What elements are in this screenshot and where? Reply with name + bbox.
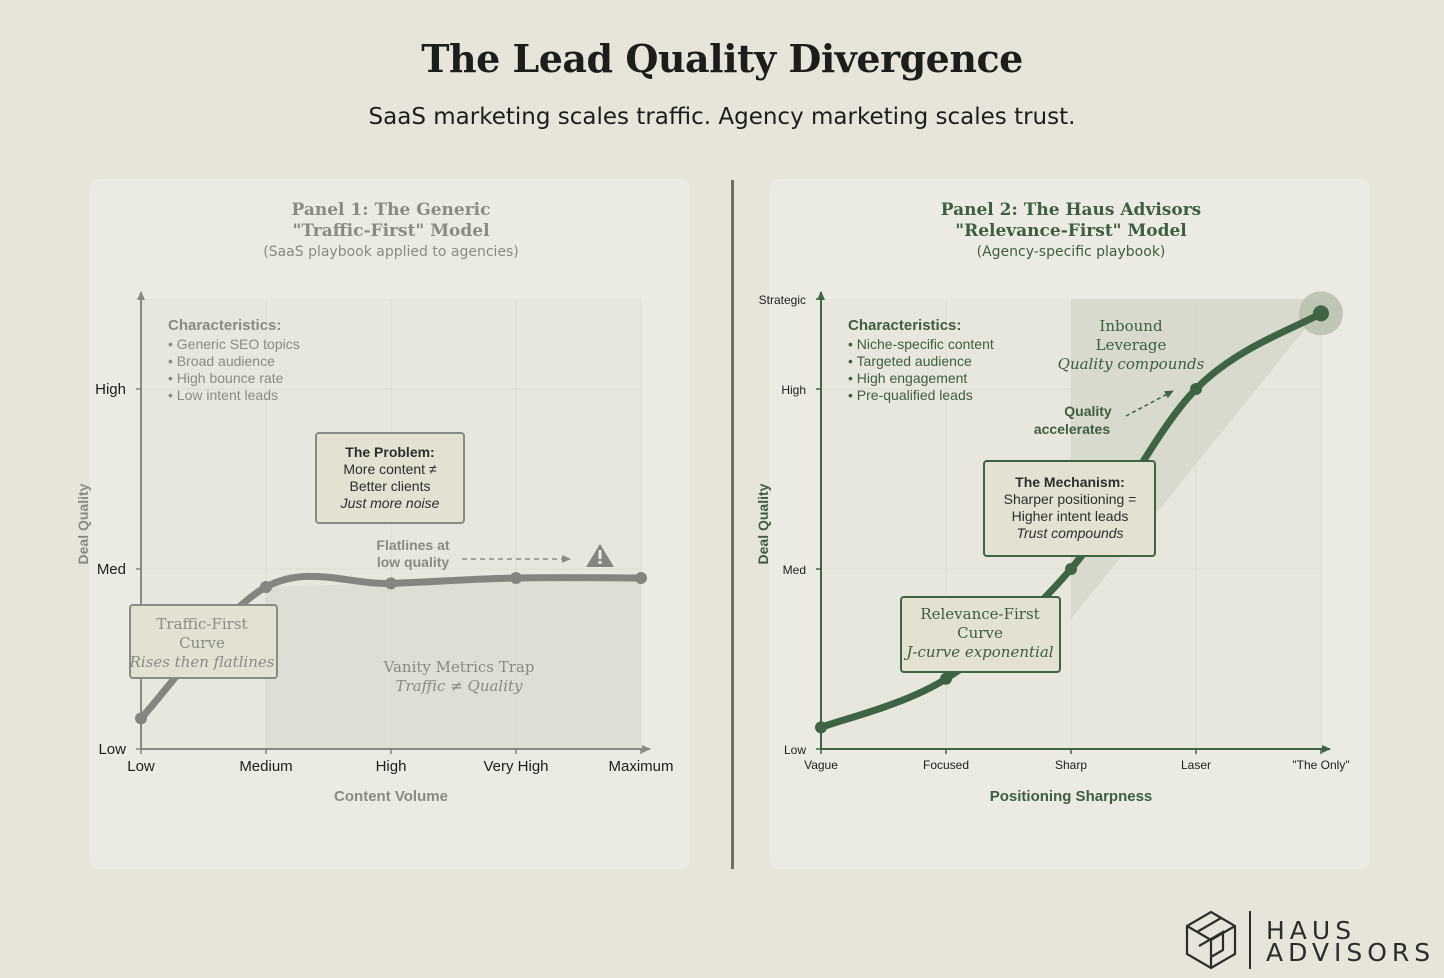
data-point (940, 672, 952, 685)
brand-line2: ADVISORS (1266, 938, 1436, 967)
brand-line1: HAUS (1266, 916, 1357, 945)
characteristic-item: • Pre-qualified leads (848, 387, 973, 403)
problem-line: More content ≠ (343, 461, 437, 477)
y-tick-label: Low (784, 743, 806, 757)
traffic-first-curve-label: Traffic-First Curve Rises then flatlines (129, 604, 278, 679)
x-tick-label: Sharp (1055, 758, 1087, 772)
characteristic-item: • Niche-specific content (848, 336, 994, 352)
accel-note-line2: accelerates (1034, 421, 1111, 437)
inbound-label-line3: Quality compounds (1058, 355, 1205, 373)
curve-label-line: Relevance-First (920, 605, 1039, 623)
data-point (135, 712, 147, 725)
inbound-label-line2: Leverage (1096, 336, 1167, 354)
y-tick-labels-1: Low Med High (95, 381, 141, 758)
accel-arrow (1125, 390, 1174, 417)
mechanism-line: Trust compounds (1016, 525, 1123, 541)
logo-separator (1249, 911, 1251, 969)
panel1-title-line1: Panel 1: The Generic (292, 200, 491, 220)
chart-1: Panel 1: The Generic "Traffic-First" Mod… (75, 200, 674, 805)
y-tick-label: Med (97, 561, 126, 578)
curve-label-line: Rises then flatlines (129, 653, 275, 671)
y-tick-label: High (95, 381, 126, 398)
problem-line: Just more noise (340, 495, 440, 511)
characteristic-item: • Generic SEO topics (168, 336, 300, 352)
data-point (385, 577, 397, 590)
data-point (635, 572, 647, 584)
vanity-trap-label-line2: Traffic ≠ Quality (395, 677, 523, 695)
page-subtitle: SaaS marketing scales traffic. Agency ma… (368, 104, 1076, 130)
x-tick-label: Maximum (608, 758, 673, 775)
panel2-title-line2: "Relevance-First" Model (955, 221, 1187, 241)
y-axis-label-2: Deal Quality (755, 483, 771, 564)
curve-label-line: Curve (957, 624, 1003, 642)
characteristics-heading-2: Characteristics: (848, 317, 961, 334)
data-points-1 (135, 572, 647, 725)
problem-line: Better clients (350, 478, 431, 494)
x-tick-label: Low (127, 758, 155, 775)
data-points-2 (815, 305, 1329, 734)
characteristic-item: • Low intent leads (168, 387, 278, 403)
y-tick-labels-2: Low Med High Strategic (759, 293, 821, 757)
y-tick-label: High (781, 383, 806, 397)
x-axis-label-2: Positioning Sharpness (990, 788, 1153, 805)
x-axis-label-1: Content Volume (334, 788, 448, 805)
data-point (260, 581, 272, 593)
panel1-title-line2: "Traffic-First" Model (292, 221, 490, 241)
x-tick-labels-1: Low Medium High Very High Maximum (127, 749, 674, 775)
x-tick-label: Medium (239, 758, 292, 775)
characteristic-item: • High engagement (848, 370, 967, 386)
characteristic-item: • Broad audience (168, 353, 275, 369)
x-tick-label: Focused (923, 758, 969, 772)
mechanism-line: Higher intent leads (1012, 508, 1129, 524)
x-tick-label: Very High (483, 758, 548, 775)
inbound-label-line1: Inbound (1099, 317, 1163, 335)
panel1-subtitle: (SaaS playbook applied to agencies) (263, 244, 519, 260)
data-point (815, 721, 827, 734)
data-point (1313, 305, 1329, 322)
problem-heading: The Problem: (345, 444, 434, 460)
panel-divider (731, 180, 734, 869)
series-line-relevance-first (817, 309, 1325, 731)
vanity-trap-label-line1: Vanity Metrics Trap (383, 658, 535, 676)
y-tick-label: Low (98, 741, 126, 758)
x-tick-labels-2: Vague Focused Sharp Laser "The Only" (804, 749, 1350, 772)
chart-2: Panel 2: The Haus Advisors "Relevance-Fi… (755, 200, 1350, 805)
relevance-first-curve-label: Relevance-First Curve J-curve exponentia… (900, 596, 1061, 673)
data-point (510, 572, 522, 584)
page-title: The Lead Quality Divergence (421, 36, 1023, 81)
mechanism-heading: The Mechanism: (1015, 474, 1125, 490)
mechanism-callout: The Mechanism: Sharper positioning = Hig… (983, 460, 1156, 557)
flatline-note-line1: Flatlines at (376, 537, 449, 553)
panel2-title-line1: Panel 2: The Haus Advisors (941, 200, 1201, 220)
x-tick-label: Laser (1181, 758, 1211, 772)
haus-advisors-logo-icon (1185, 910, 1237, 970)
vanity-trap-region (266, 578, 641, 749)
characteristic-item: • High bounce rate (168, 370, 284, 386)
characteristics-heading-1: Characteristics: (168, 317, 281, 334)
x-tick-label: "The Only" (1292, 758, 1349, 772)
y-axis-label-1: Deal Quality (75, 483, 91, 564)
curve-label-line: Traffic-First (156, 615, 247, 633)
warning-triangle-icon (586, 544, 614, 567)
curve-label-line: Curve (179, 634, 225, 652)
data-point (1065, 563, 1077, 575)
panel2-subtitle: (Agency-specific playbook) (977, 244, 1166, 260)
accel-note-line1: Quality (1064, 403, 1112, 419)
data-point (1190, 383, 1202, 395)
y-tick-label: Strategic (759, 293, 806, 307)
mechanism-line: Sharper positioning = (1004, 491, 1137, 507)
x-tick-label: High (376, 758, 407, 775)
characteristic-item: • Targeted audience (848, 353, 972, 369)
curve-label-line: J-curve exponential (903, 643, 1053, 661)
x-tick-label: Vague (804, 758, 838, 772)
flatline-note-line2: low quality (377, 554, 450, 570)
y-tick-label: Med (783, 563, 806, 577)
problem-callout: The Problem: More content ≠ Better clien… (315, 432, 465, 524)
